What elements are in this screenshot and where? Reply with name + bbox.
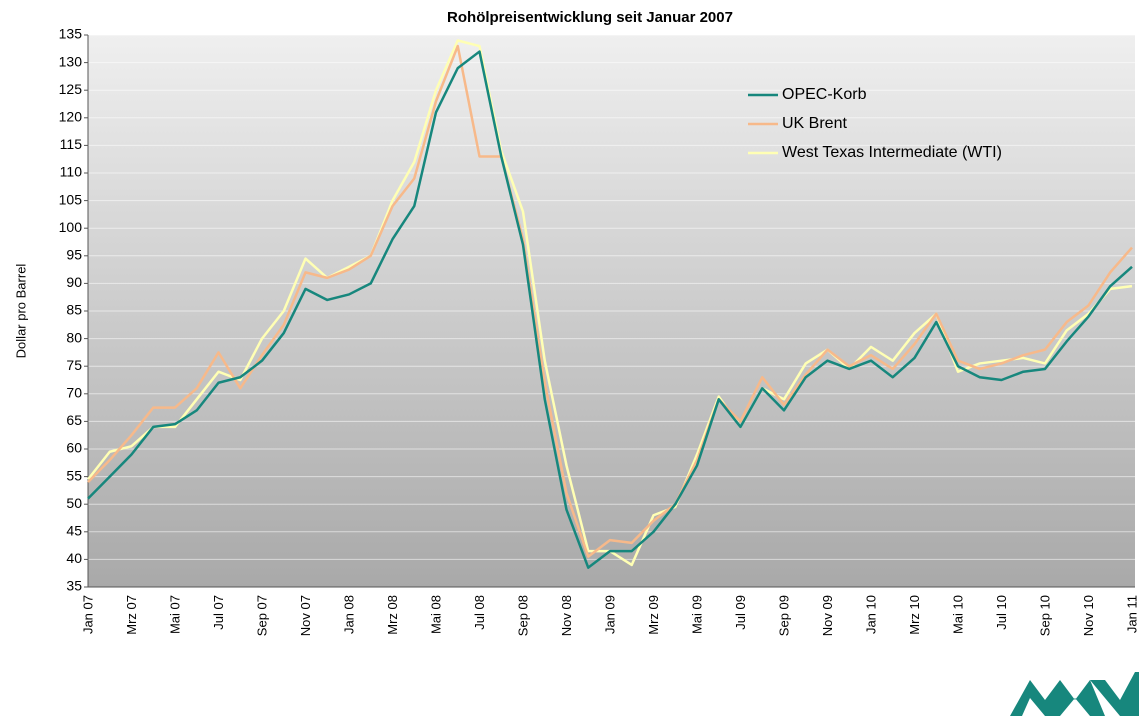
x-tick-label: Jul 09 bbox=[733, 595, 748, 630]
y-tick-label: 130 bbox=[59, 53, 83, 69]
y-tick-label: 135 bbox=[59, 26, 83, 42]
series-line bbox=[87, 50, 1133, 569]
x-tick-label: Mrz 07 bbox=[124, 595, 139, 635]
y-tick-label: 115 bbox=[60, 136, 83, 152]
x-tick-label: Nov 09 bbox=[820, 595, 835, 636]
legend-label: West Texas Intermediate (WTI) bbox=[782, 144, 1002, 161]
x-tick-label: Jan 09 bbox=[602, 595, 617, 634]
y-tick-label: 90 bbox=[66, 274, 82, 290]
chart-title: Rohölpreisentwicklung seit Januar 2007 bbox=[447, 9, 733, 26]
x-tick-label: Jan 08 bbox=[341, 595, 356, 634]
y-tick-label: 125 bbox=[59, 81, 83, 97]
y-tick-label: 60 bbox=[66, 440, 82, 456]
y-tick-label: 55 bbox=[66, 467, 82, 483]
x-tick-label: Sep 08 bbox=[515, 595, 530, 636]
y-tick-label: 80 bbox=[66, 329, 82, 345]
x-tick-label: Mrz 09 bbox=[646, 595, 661, 635]
x-tick-label: Nov 07 bbox=[298, 595, 313, 636]
x-tick-label: Jul 10 bbox=[994, 595, 1009, 630]
x-tick-label: Nov 10 bbox=[1081, 595, 1096, 636]
logo bbox=[1010, 672, 1139, 716]
y-tick-label: 120 bbox=[59, 109, 83, 125]
y-tick-label: 35 bbox=[66, 578, 82, 594]
y-tick-label: 85 bbox=[66, 302, 82, 318]
x-tick-label: Sep 10 bbox=[1037, 595, 1052, 636]
y-tick-label: 70 bbox=[66, 385, 82, 401]
x-tick-label: Mai 09 bbox=[689, 595, 704, 634]
y-tick-label: 40 bbox=[66, 550, 82, 566]
y-axis-label: Dollar pro Barrel bbox=[13, 264, 28, 359]
y-tick-label: 65 bbox=[66, 412, 82, 428]
x-tick-label: Sep 09 bbox=[776, 595, 791, 636]
x-tick-label: Jan 11 bbox=[1124, 595, 1139, 633]
x-tick-label: Mai 10 bbox=[950, 595, 965, 634]
x-tick-label: Jan 07 bbox=[80, 595, 95, 634]
y-tick-label: 50 bbox=[66, 495, 82, 511]
y-tick-label: 110 bbox=[60, 164, 83, 180]
legend-label: OPEC-Korb bbox=[782, 86, 867, 103]
x-tick-label: Jan 10 bbox=[863, 595, 878, 634]
x-tick-label: Mrz 10 bbox=[907, 595, 922, 635]
x-tick-label: Mai 07 bbox=[167, 595, 182, 634]
x-tick-label: Mai 08 bbox=[428, 595, 443, 634]
y-tick-label: 100 bbox=[59, 219, 83, 235]
y-tick-label: 75 bbox=[66, 357, 82, 373]
x-tick-label: Sep 07 bbox=[254, 595, 269, 636]
x-tick-label: Jul 08 bbox=[472, 595, 487, 630]
legend-label: UK Brent bbox=[782, 115, 847, 132]
series-line bbox=[87, 44, 1133, 558]
y-tick-label: 105 bbox=[59, 191, 83, 207]
x-tick-label: Nov 08 bbox=[559, 595, 574, 636]
x-tick-label: Jul 07 bbox=[211, 595, 226, 630]
y-tick-label: 45 bbox=[66, 523, 82, 539]
y-tick-label: 95 bbox=[66, 247, 82, 263]
x-tick-label: Mrz 08 bbox=[385, 595, 400, 635]
